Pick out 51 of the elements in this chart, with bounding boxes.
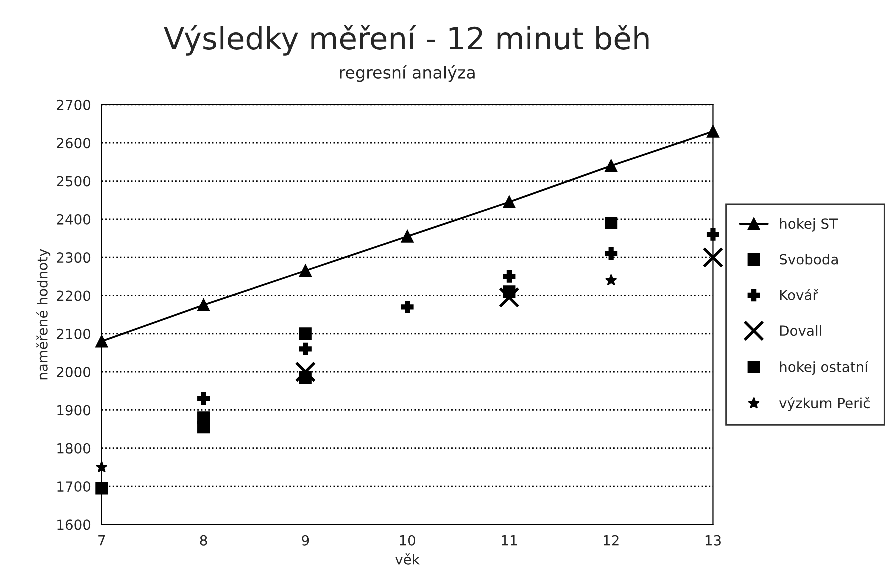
y-tick-label: 2600 bbox=[57, 138, 91, 149]
point bbox=[503, 196, 516, 208]
point bbox=[605, 248, 618, 260]
point bbox=[96, 482, 108, 495]
y-tick-label: 2500 bbox=[57, 176, 91, 187]
chart-subtitle: regresní analýza bbox=[340, 65, 475, 82]
y-tick-label: 1900 bbox=[58, 405, 91, 416]
y-tick-label: 1600 bbox=[58, 520, 91, 530]
y-tick-label: 1700 bbox=[58, 482, 91, 492]
point bbox=[299, 328, 312, 340]
x-tick-label: 9 bbox=[302, 535, 310, 546]
x-tick-label: 12 bbox=[604, 535, 619, 546]
point bbox=[299, 342, 312, 356]
y-axis-title: naměřené hodnoty bbox=[36, 249, 51, 380]
y-tick-label: 2300 bbox=[57, 252, 91, 264]
point bbox=[503, 270, 516, 283]
point bbox=[401, 300, 414, 314]
point bbox=[198, 412, 210, 424]
legend-label: Kovář bbox=[780, 289, 819, 300]
legend-label: hokej ST bbox=[780, 218, 838, 232]
y-tick-label: 1800 bbox=[58, 443, 91, 454]
point bbox=[605, 274, 618, 286]
legend-label: Svoboda bbox=[780, 254, 838, 265]
y-tick-label: 2000 bbox=[57, 367, 91, 378]
y-tick-label: 2200 bbox=[57, 290, 91, 302]
point bbox=[198, 392, 210, 406]
point bbox=[706, 228, 720, 241]
x-axis-title: věk bbox=[396, 554, 420, 565]
point bbox=[702, 247, 724, 268]
point bbox=[706, 125, 720, 138]
chart-title: Výsledky měření - 12 minut běh bbox=[164, 25, 649, 56]
y-tick-label: 2700 bbox=[57, 100, 91, 110]
point bbox=[96, 461, 108, 473]
x-tick-label: 11 bbox=[502, 536, 518, 546]
x-tick-label: 13 bbox=[706, 535, 721, 546]
point bbox=[96, 335, 108, 348]
point bbox=[299, 264, 312, 278]
legend-label: výzkum Perič bbox=[779, 397, 870, 412]
point bbox=[605, 160, 618, 172]
point bbox=[198, 299, 210, 312]
legend-label: hokej ostatní bbox=[780, 361, 869, 376]
x-tick-label: 10 bbox=[400, 535, 416, 546]
x-tick-label: 7 bbox=[98, 536, 106, 546]
point bbox=[499, 287, 520, 308]
y-tick-label: 2400 bbox=[57, 214, 91, 225]
point bbox=[401, 230, 414, 243]
point bbox=[605, 216, 618, 230]
y-tick-label: 2100 bbox=[57, 328, 91, 340]
x-tick-label: 8 bbox=[200, 535, 208, 546]
legend-label: Dovall bbox=[780, 325, 822, 336]
point bbox=[295, 362, 316, 382]
